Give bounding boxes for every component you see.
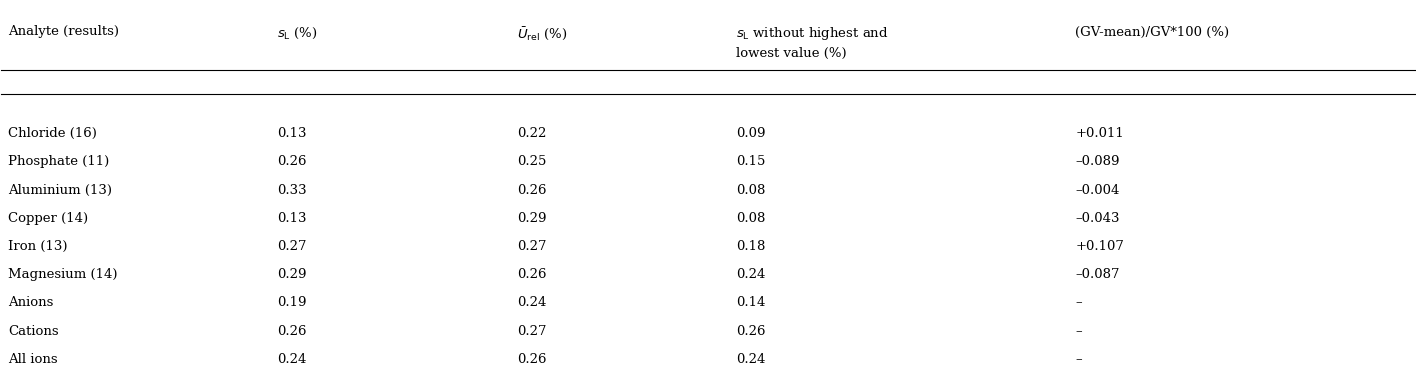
Text: 0.29: 0.29 (517, 212, 547, 225)
Text: 0.24: 0.24 (736, 353, 766, 366)
Text: 0.27: 0.27 (517, 325, 547, 338)
Text: +0.107: +0.107 (1075, 240, 1124, 253)
Text: –: – (1075, 325, 1082, 338)
Text: Chloride (16): Chloride (16) (8, 127, 98, 140)
Text: 0.33: 0.33 (278, 183, 307, 197)
Text: Aluminium (13): Aluminium (13) (8, 183, 112, 197)
Text: Anions: Anions (8, 296, 54, 310)
Text: 0.13: 0.13 (278, 127, 306, 140)
Text: –: – (1075, 296, 1082, 310)
Text: –0.004: –0.004 (1075, 183, 1120, 197)
Text: (GV-mean)/GV*100 (%): (GV-mean)/GV*100 (%) (1075, 26, 1229, 38)
Text: 0.08: 0.08 (736, 183, 766, 197)
Text: Phosphate (11): Phosphate (11) (8, 155, 109, 168)
Text: 0.24: 0.24 (517, 296, 547, 310)
Text: 0.24: 0.24 (278, 353, 306, 366)
Text: $\bar{U}_\mathrm{rel}$ (%): $\bar{U}_\mathrm{rel}$ (%) (517, 26, 568, 42)
Text: Cations: Cations (8, 325, 59, 338)
Text: 0.15: 0.15 (736, 155, 766, 168)
Text: –0.089: –0.089 (1075, 155, 1120, 168)
Text: 0.14: 0.14 (736, 296, 766, 310)
Text: 0.18: 0.18 (736, 240, 766, 253)
Text: Magnesium (14): Magnesium (14) (8, 268, 118, 281)
Text: 0.13: 0.13 (278, 212, 306, 225)
Text: 0.29: 0.29 (278, 268, 306, 281)
Text: 0.19: 0.19 (278, 296, 306, 310)
Text: 0.24: 0.24 (736, 268, 766, 281)
Text: –0.087: –0.087 (1075, 268, 1120, 281)
Text: 0.25: 0.25 (517, 155, 547, 168)
Text: 0.22: 0.22 (517, 127, 547, 140)
Text: 0.26: 0.26 (517, 353, 547, 366)
Text: –: – (1075, 353, 1082, 366)
Text: 0.27: 0.27 (517, 240, 547, 253)
Text: +0.011: +0.011 (1075, 127, 1124, 140)
Text: 0.26: 0.26 (278, 325, 306, 338)
Text: $s_\mathrm{L}$ without highest and
lowest value (%): $s_\mathrm{L}$ without highest and lowes… (736, 26, 889, 60)
Text: 0.26: 0.26 (736, 325, 766, 338)
Text: Copper (14): Copper (14) (8, 212, 89, 225)
Text: 0.26: 0.26 (517, 268, 547, 281)
Text: 0.27: 0.27 (278, 240, 306, 253)
Text: 0.26: 0.26 (517, 183, 547, 197)
Text: 0.26: 0.26 (278, 155, 306, 168)
Text: $s_\mathrm{L}$ (%): $s_\mathrm{L}$ (%) (278, 26, 317, 41)
Text: Analyte (results): Analyte (results) (8, 26, 119, 38)
Text: 0.08: 0.08 (736, 212, 766, 225)
Text: Iron (13): Iron (13) (8, 240, 68, 253)
Text: –0.043: –0.043 (1075, 212, 1120, 225)
Text: 0.09: 0.09 (736, 127, 766, 140)
Text: All ions: All ions (8, 353, 58, 366)
